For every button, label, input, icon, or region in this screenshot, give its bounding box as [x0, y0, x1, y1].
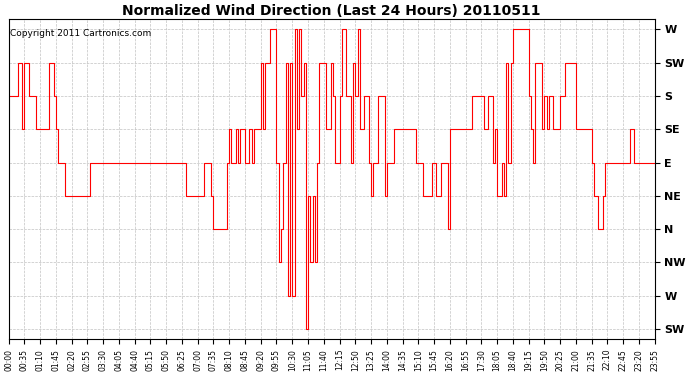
Title: Normalized Wind Direction (Last 24 Hours) 20110511: Normalized Wind Direction (Last 24 Hours… — [122, 4, 541, 18]
Text: Copyright 2011 Cartronics.com: Copyright 2011 Cartronics.com — [10, 29, 151, 38]
